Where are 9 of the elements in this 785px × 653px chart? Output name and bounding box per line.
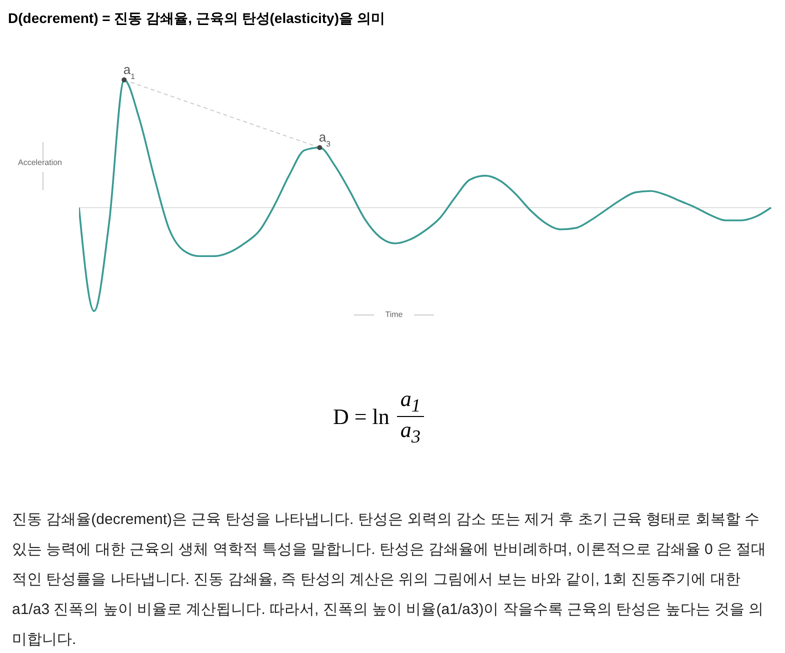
chart-title: D(decrement) = 진동 감쇄율, 근육의 탄성(elasticity)을 의미: [8, 10, 385, 26]
annotation: a$_{3}$: [318, 130, 330, 148]
x-axis-title: Time: [385, 310, 403, 319]
y-axis-title: Acceleration: [18, 158, 62, 167]
annotation: a$_{1}$: [123, 62, 135, 80]
text: 진동 감쇄율(decrement)은 근육 탄성을 나타냅니다. 탄성은 외력의 감소 또는 제거 후 초기 근육 형태로 회복할 수 있는 능력에 대한 근육의 생체 역학적 특성을 말합니다. 탄성은 감쇄율에 반비례하며, 이론적으로 감쇄율 0 은 절대적인 탄성률을 나타냅니다. 진동 감쇄율, 즉 탄성의 계산은 위의 그림에서 보는 바와 같이, 1회 진동주기에 대한 a1/a3 진폭의 높이 비율로 계산됩니다. 따라서, 진폭의 높이 비율(a1/a3)이 작을수록 근육의 탄성은 높다는 것을 의미합니다.: [12, 511, 766, 648]
text: a$_{3}$: [400, 417, 421, 447]
text: a$_{1}$: [400, 386, 421, 416]
text: D = ln: [333, 404, 390, 429]
